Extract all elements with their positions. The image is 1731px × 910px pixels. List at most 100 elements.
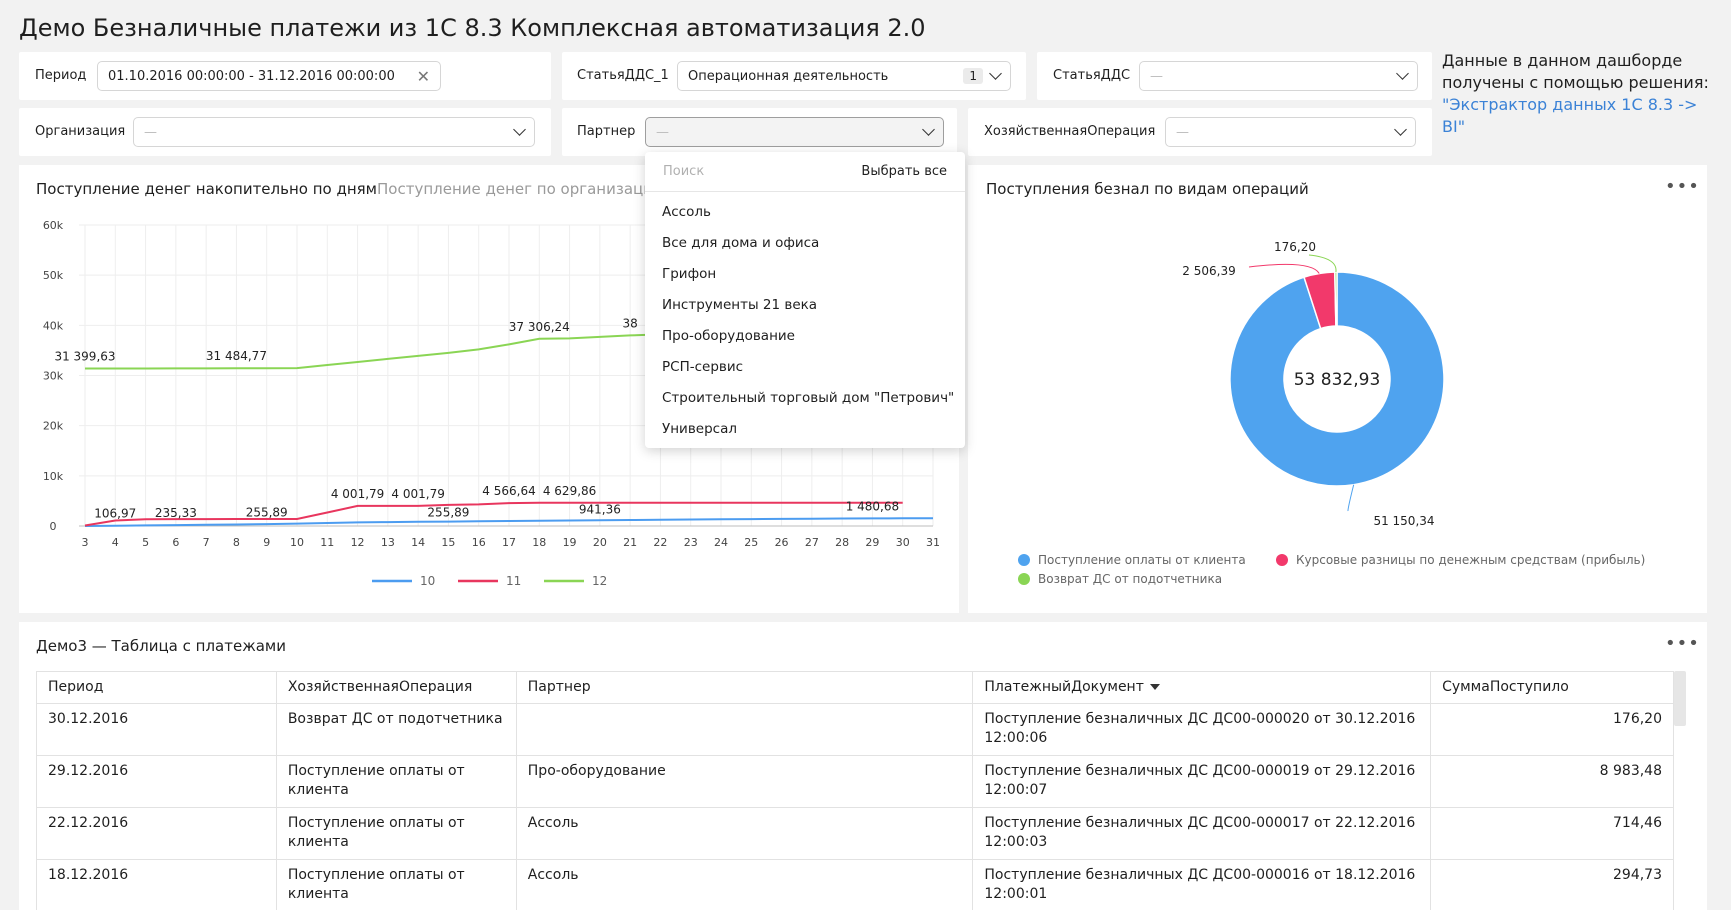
info-text: Данные в данном дашборде получены с помо… — [1442, 50, 1722, 138]
dropdown-item[interactable]: Строительный торговый дом "Петрович" — [662, 390, 955, 406]
data-label: 31 399,63 — [54, 349, 115, 363]
x-tick-label: 10 — [290, 536, 304, 549]
slice-label: 2 506,39 — [1182, 264, 1235, 278]
operation-value: — — [1176, 124, 1189, 140]
partner-select[interactable]: — — [645, 117, 944, 147]
data-label: 4 001,79 — [391, 487, 444, 501]
col-operation[interactable]: ХозяйственнаяОперация — [275, 671, 517, 704]
dropdown-item[interactable]: РСП-сервис — [662, 359, 744, 375]
table-row[interactable]: 18.12.2016 Поступление оплаты от клиента… — [36, 859, 1674, 910]
cell-amount: 176,20 — [1430, 703, 1674, 756]
y-tick-label: 20k — [43, 420, 64, 433]
dropdown-item[interactable]: Инструменты 21 века — [662, 297, 818, 313]
data-label: 255,89 — [246, 506, 288, 520]
cell-period: 30.12.2016 — [36, 703, 277, 756]
filter-operation-label: ХозяйственнаяОперация — [984, 124, 1156, 139]
filter-partner-label: Партнер — [577, 124, 636, 139]
cell-document: Поступление безналичных ДС ДС00-000020 о… — [972, 703, 1432, 756]
filter-statya-label: СтатьяДДС — [1053, 68, 1131, 83]
statya1-select[interactable]: Операционная деятельность 1 — [677, 61, 1011, 91]
col-amount[interactable]: СуммаПоступило — [1430, 671, 1674, 704]
dropdown-item[interactable]: Все для дома и офиса — [662, 235, 820, 251]
org-value: — — [144, 124, 157, 140]
clear-icon[interactable]: ✕ — [416, 66, 430, 86]
x-tick-label: 27 — [805, 536, 819, 549]
tab-by-organization[interactable]: Поступление денег по организациям — [377, 180, 674, 198]
chevron-down-icon — [922, 123, 935, 136]
col-document[interactable]: ПлатежныйДокумент — [972, 671, 1432, 704]
org-select[interactable]: — — [133, 117, 535, 147]
x-tick-label: 11 — [320, 536, 334, 549]
pie-total: 53 832,93 — [1294, 370, 1381, 390]
data-label: 255,89 — [427, 506, 469, 520]
cell-period: 18.12.2016 — [36, 859, 277, 910]
x-tick-label: 31 — [926, 536, 940, 549]
more-menu-icon[interactable]: ••• — [1665, 176, 1700, 197]
period-input[interactable]: 01.10.2016 00:00:00 - 31.12.2016 00:00:0… — [97, 61, 441, 91]
donut-chart: 53 832,93 51 150,34 2 506,39 176,20 Поступл… — [1018, 240, 1645, 586]
x-tick-label: 22 — [653, 536, 667, 549]
col-period[interactable]: Период — [36, 671, 277, 704]
table-card: Демо3 — Таблица с платежами ••• Период Х… — [19, 622, 1707, 910]
cell-partner: Про-оборудование — [515, 755, 974, 808]
chevron-down-icon — [513, 123, 526, 136]
data-label: 4 629,86 — [543, 484, 596, 498]
y-tick-label: 30k — [43, 370, 64, 383]
table-row[interactable]: 29.12.2016 Поступление оплаты от клиента… — [36, 755, 1674, 808]
legend-label: 12 — [592, 574, 607, 588]
data-label: 4 566,64 — [482, 484, 535, 498]
legend-label: Возврат ДС от подотчетника — [1038, 572, 1222, 586]
cell-document: Поступление безналичных ДС ДС00-000016 о… — [972, 859, 1432, 910]
dropdown-search-input[interactable]: Поиск — [663, 164, 705, 179]
cell-partner — [515, 703, 974, 756]
extractor-link[interactable]: "Экстрактор данных 1С 8.3 -> BI" — [1442, 95, 1698, 136]
y-tick-label: 0 — [50, 520, 57, 533]
y-tick-label: 60k — [43, 219, 64, 232]
data-label: 941,36 — [579, 502, 621, 516]
filter-period: Период 01.10.2016 00:00:00 - 31.12.2016 … — [19, 52, 551, 100]
slice-label: 176,20 — [1274, 240, 1316, 254]
cell-amount: 714,46 — [1430, 807, 1674, 860]
dropdown-item[interactable]: Про-оборудование — [662, 328, 795, 344]
select-all-button[interactable]: Выбрать все — [861, 164, 947, 179]
chevron-down-icon — [989, 67, 1002, 80]
x-tick-label: 24 — [714, 536, 728, 549]
x-tick-label: 29 — [865, 536, 879, 549]
x-tick-label: 19 — [563, 536, 577, 549]
selected-count-badge: 1 — [963, 68, 983, 84]
data-label: 235,33 — [155, 506, 197, 520]
legend-swatch — [1276, 554, 1288, 566]
x-tick-label: 13 — [381, 536, 395, 549]
operation-select[interactable]: — — [1165, 117, 1416, 147]
x-tick-label: 30 — [896, 536, 910, 549]
table-row[interactable]: 22.12.2016 Поступление оплаты от клиента… — [36, 807, 1674, 860]
table-scrollbar[interactable] — [1674, 671, 1686, 726]
tab-cumulative[interactable]: Поступление денег накопительно по дням — [36, 180, 377, 198]
cell-partner: Ассоль — [515, 859, 974, 910]
cell-operation: Возврат ДС от подотчетника — [275, 703, 517, 756]
data-label: 1 480,68 — [846, 500, 899, 514]
statya-select[interactable]: — — [1139, 61, 1418, 91]
col-partner[interactable]: Партнер — [515, 671, 974, 704]
leader-line — [1347, 484, 1355, 512]
dropdown-item[interactable]: Грифон — [662, 266, 717, 282]
filter-statya1-label: СтатьяДДС_1 — [577, 68, 669, 83]
leader-line — [1248, 263, 1320, 274]
more-menu-icon[interactable]: ••• — [1665, 633, 1700, 654]
filter-org-label: Организация — [35, 124, 126, 139]
cell-document: Поступление безналичных ДС ДС00-000017 о… — [972, 807, 1432, 860]
table-row[interactable]: 30.12.2016 Возврат ДС от подотчетника По… — [36, 703, 1674, 756]
dropdown-item[interactable]: Ассоль — [662, 204, 711, 220]
cell-partner: Ассоль — [515, 807, 974, 860]
data-label: 106,97 — [94, 506, 136, 520]
sort-desc-icon[interactable] — [1149, 684, 1160, 690]
legend-label: 11 — [506, 574, 521, 588]
x-tick-label: 18 — [532, 536, 546, 549]
x-tick-label: 21 — [623, 536, 637, 549]
y-tick-label: 10k — [43, 470, 64, 483]
period-value: 01.10.2016 00:00:00 - 31.12.2016 00:00:0… — [108, 68, 395, 84]
dropdown-search[interactable]: Поиск Выбрать все — [645, 152, 965, 192]
pie-chart-title: Поступления безнал по видам операций — [986, 180, 1309, 198]
legend-label: Курсовые разницы по денежным средствам (… — [1296, 553, 1645, 567]
dropdown-item[interactable]: Универсал — [662, 421, 737, 437]
